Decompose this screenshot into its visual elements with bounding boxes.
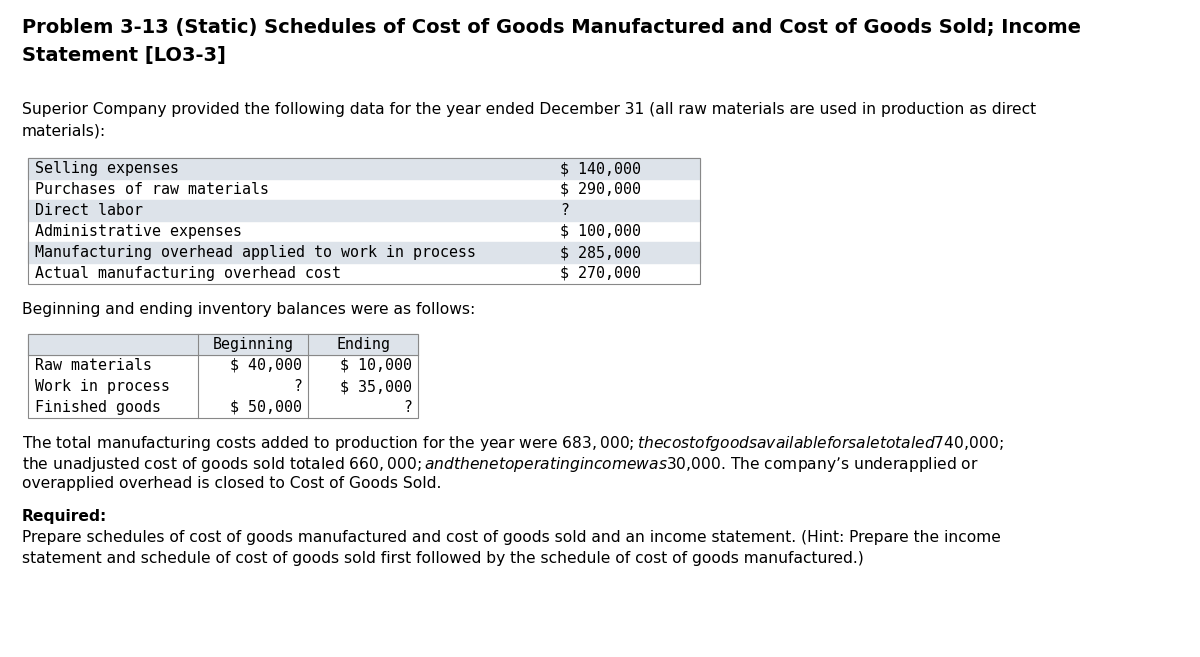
Text: Problem 3-13 (Static) Schedules of Cost of Goods Manufactured and Cost of Goods : Problem 3-13 (Static) Schedules of Cost …	[22, 18, 1081, 37]
Text: $ 35,000: $ 35,000	[340, 379, 412, 394]
Text: Work in process: Work in process	[35, 379, 170, 394]
Text: ?: ?	[293, 379, 302, 394]
Text: Administrative expenses: Administrative expenses	[35, 224, 242, 239]
Text: Beginning and ending inventory balances were as follows:: Beginning and ending inventory balances …	[22, 302, 475, 317]
Text: $ 100,000: $ 100,000	[560, 224, 641, 239]
Bar	[28, 200, 700, 221]
Text: $ 10,000: $ 10,000	[340, 358, 412, 373]
Text: Prepare schedules of cost of goods manufactured and cost of goods sold and an in: Prepare schedules of cost of goods manuf…	[22, 530, 1001, 545]
Text: Finished goods: Finished goods	[35, 400, 161, 415]
Text: Superior Company provided the following data for the year ended December 31 (all: Superior Company provided the following …	[22, 102, 1036, 117]
Text: $ 285,000: $ 285,000	[560, 245, 641, 260]
Text: Purchases of raw materials: Purchases of raw materials	[35, 182, 269, 197]
Text: Raw materials: Raw materials	[35, 358, 152, 373]
Bar	[28, 334, 418, 418]
Text: Actual manufacturing overhead cost: Actual manufacturing overhead cost	[35, 266, 341, 281]
Text: Selling expenses: Selling expenses	[35, 161, 179, 176]
Text: $ 140,000: $ 140,000	[560, 161, 641, 176]
Text: $ 270,000: $ 270,000	[560, 266, 641, 281]
Text: Beginning: Beginning	[212, 337, 294, 352]
Text: materials):: materials):	[22, 124, 106, 139]
Text: ?: ?	[403, 400, 412, 415]
Text: The total manufacturing costs added to production for the year were $683,000; th: The total manufacturing costs added to p…	[22, 434, 1003, 453]
Bar	[28, 242, 700, 263]
Bar	[28, 158, 700, 284]
Text: Required:: Required:	[22, 509, 107, 524]
Text: overapplied overhead is closed to Cost of Goods Sold.: overapplied overhead is closed to Cost o…	[22, 476, 442, 491]
Text: $ 290,000: $ 290,000	[560, 182, 641, 197]
Text: the unadjusted cost of goods sold totaled $660,000; and the net operating income: the unadjusted cost of goods sold totale…	[22, 455, 979, 474]
Text: Manufacturing overhead applied to work in process: Manufacturing overhead applied to work i…	[35, 245, 476, 260]
Bar	[28, 334, 418, 355]
Text: $ 40,000: $ 40,000	[230, 358, 302, 373]
Text: ?: ?	[560, 203, 569, 218]
Text: Ending: Ending	[336, 337, 390, 352]
Text: Statement [LO3-3]: Statement [LO3-3]	[22, 46, 226, 65]
Text: $ 50,000: $ 50,000	[230, 400, 302, 415]
Bar	[28, 158, 700, 179]
Text: statement and schedule of cost of goods sold first followed by the schedule of c: statement and schedule of cost of goods …	[22, 551, 864, 566]
Text: Direct labor: Direct labor	[35, 203, 143, 218]
